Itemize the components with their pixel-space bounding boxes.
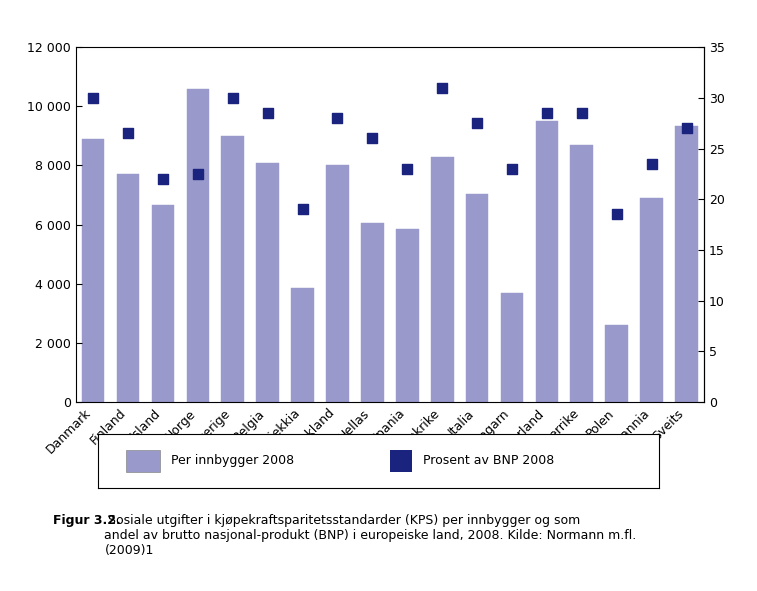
Point bbox=[681, 124, 693, 133]
Point bbox=[366, 134, 378, 143]
Point bbox=[540, 108, 553, 118]
Point bbox=[332, 113, 344, 123]
Bar bbox=[431, 157, 453, 402]
Point bbox=[506, 164, 518, 174]
Point bbox=[401, 164, 413, 174]
Bar bbox=[257, 163, 279, 402]
Bar bbox=[571, 145, 593, 402]
Point bbox=[297, 204, 309, 214]
Bar bbox=[536, 121, 558, 402]
Point bbox=[262, 108, 274, 118]
Point bbox=[471, 119, 483, 128]
FancyBboxPatch shape bbox=[126, 450, 160, 472]
Bar bbox=[500, 293, 523, 402]
Bar bbox=[291, 288, 314, 402]
Text: Figur 3.2.: Figur 3.2. bbox=[53, 514, 120, 527]
Bar bbox=[82, 139, 104, 402]
Bar bbox=[222, 136, 244, 402]
Bar bbox=[396, 229, 419, 402]
Bar bbox=[606, 325, 628, 402]
Point bbox=[192, 169, 204, 178]
Point bbox=[227, 93, 239, 103]
Bar bbox=[186, 89, 209, 402]
Bar bbox=[117, 174, 139, 402]
Text: Prosent av BNP 2008: Prosent av BNP 2008 bbox=[423, 454, 555, 467]
Point bbox=[576, 108, 588, 118]
Bar bbox=[675, 126, 698, 402]
Bar bbox=[640, 198, 663, 402]
Point bbox=[436, 83, 448, 93]
Text: Per innbygger 2008: Per innbygger 2008 bbox=[171, 454, 294, 467]
Bar bbox=[466, 194, 488, 402]
Bar bbox=[361, 223, 384, 402]
Bar bbox=[151, 206, 174, 402]
Text: Sosiale utgifter i kjøpekraftsparitetsstandarder (KPS) per innbygger og som
ande: Sosiale utgifter i kjøpekraftsparitetsst… bbox=[104, 514, 637, 557]
Bar bbox=[326, 165, 349, 402]
Point bbox=[87, 93, 99, 103]
Point bbox=[611, 210, 623, 219]
Point bbox=[122, 129, 134, 138]
Point bbox=[157, 174, 169, 184]
Point bbox=[646, 159, 658, 168]
FancyBboxPatch shape bbox=[390, 450, 412, 472]
